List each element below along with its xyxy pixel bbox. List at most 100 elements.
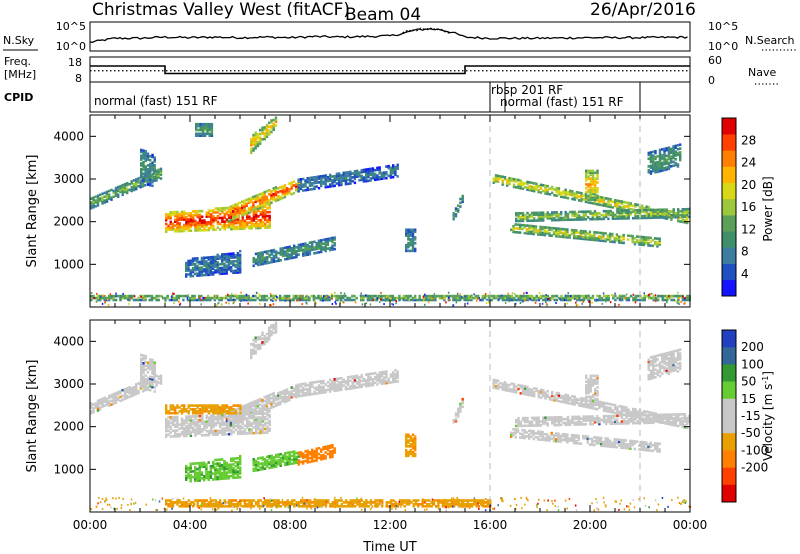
data-cell: [196, 418, 199, 422]
data-cell: [239, 257, 242, 261]
data-cell: [530, 181, 534, 185]
data-cell: [128, 387, 131, 391]
data-cell: [268, 224, 271, 227]
data-cell: [205, 404, 208, 407]
data-cell: [623, 294, 626, 298]
data-cell: [239, 472, 242, 475]
data-cell: [606, 238, 610, 241]
data-cell: [384, 299, 387, 302]
data-cell: [186, 294, 190, 298]
data-cell: [268, 423, 271, 427]
data-cell: [223, 256, 226, 260]
data-cell: [174, 406, 177, 409]
data-cell: [180, 294, 183, 298]
data-cell: [196, 229, 199, 232]
data-cell: [535, 211, 538, 215]
data-cell: [209, 261, 213, 265]
data-cell: [530, 211, 534, 215]
data-cell: [354, 301, 357, 304]
data-cell: [297, 243, 300, 247]
data-cell: [349, 174, 352, 178]
data-cell: [221, 415, 224, 419]
data-cell: [234, 225, 238, 229]
data-cell: [146, 361, 150, 364]
data-cell: [331, 236, 334, 240]
data-cell: [686, 298, 689, 302]
data-cell: [189, 229, 193, 232]
data-cell: [203, 406, 206, 409]
data-cell: [263, 403, 266, 407]
data-cell: [376, 166, 379, 170]
data-cell: [548, 228, 551, 232]
data-cell: [252, 205, 255, 208]
data-cell: [391, 294, 394, 298]
data-cell: [315, 296, 318, 300]
data-cell: [532, 228, 535, 232]
data-cell: [174, 214, 177, 218]
data-cell: [312, 296, 316, 300]
data-cell: [591, 186, 595, 190]
data-cell: [297, 245, 300, 249]
data-cell: [189, 479, 192, 483]
data-cell: [602, 233, 605, 237]
data-cell: [596, 175, 599, 178]
data-cell: [189, 296, 192, 300]
data-cell: [418, 298, 421, 302]
data-cell: [335, 172, 339, 176]
data-cell: [347, 182, 350, 186]
data-cell: [598, 203, 601, 206]
data-cell: [582, 212, 585, 215]
data-cell: [674, 212, 678, 215]
data-cell: [528, 224, 531, 228]
data-cell: [212, 218, 215, 222]
data-cell: [268, 200, 271, 204]
data-cell: [667, 152, 671, 155]
data-cell: [645, 214, 648, 218]
data-cell: [149, 176, 152, 179]
data-cell: [254, 405, 257, 409]
data-cell: [315, 177, 318, 181]
data-cell: [259, 423, 262, 427]
data-cell: [255, 418, 258, 421]
data-cell: [146, 386, 150, 389]
data-cell: [539, 233, 542, 236]
data-cell: [333, 176, 336, 180]
data-cell: [180, 227, 184, 231]
data-cell: [523, 226, 526, 229]
data-cell: [463, 296, 466, 300]
data-cell: [288, 257, 291, 260]
data-cell: [365, 168, 368, 171]
data-cell: [142, 176, 145, 179]
data-cell: [634, 214, 637, 218]
data-cell: [261, 132, 264, 135]
data-cell: [259, 200, 262, 204]
data-cell: [228, 423, 231, 426]
data-cell: [204, 124, 207, 128]
data-cell: [159, 374, 163, 378]
data-cell: [132, 389, 136, 393]
data-cell: [194, 221, 197, 225]
data-cell: [270, 253, 273, 256]
data-cell: [284, 454, 287, 457]
data-cell: [541, 225, 544, 229]
data-cell: [331, 182, 334, 186]
data-cell: [613, 236, 616, 240]
data-cell: [539, 217, 543, 220]
data-cell: [351, 298, 354, 302]
data-cell: [151, 362, 154, 366]
data-cell: [256, 410, 260, 413]
data-cell: [112, 392, 115, 396]
data-cell: [241, 417, 244, 420]
data-cell: [414, 298, 417, 302]
data-cell: [263, 200, 266, 204]
data-cell: [304, 246, 307, 249]
data-cell: [679, 216, 682, 219]
data-cell: [203, 408, 206, 411]
data-cell: [212, 408, 215, 411]
data-cell: [454, 294, 457, 298]
data-cell: [210, 420, 213, 423]
data-cell: [324, 296, 327, 300]
data-cell: [258, 293, 260, 296]
data-cell: [230, 216, 233, 219]
data-cell: [201, 416, 204, 420]
